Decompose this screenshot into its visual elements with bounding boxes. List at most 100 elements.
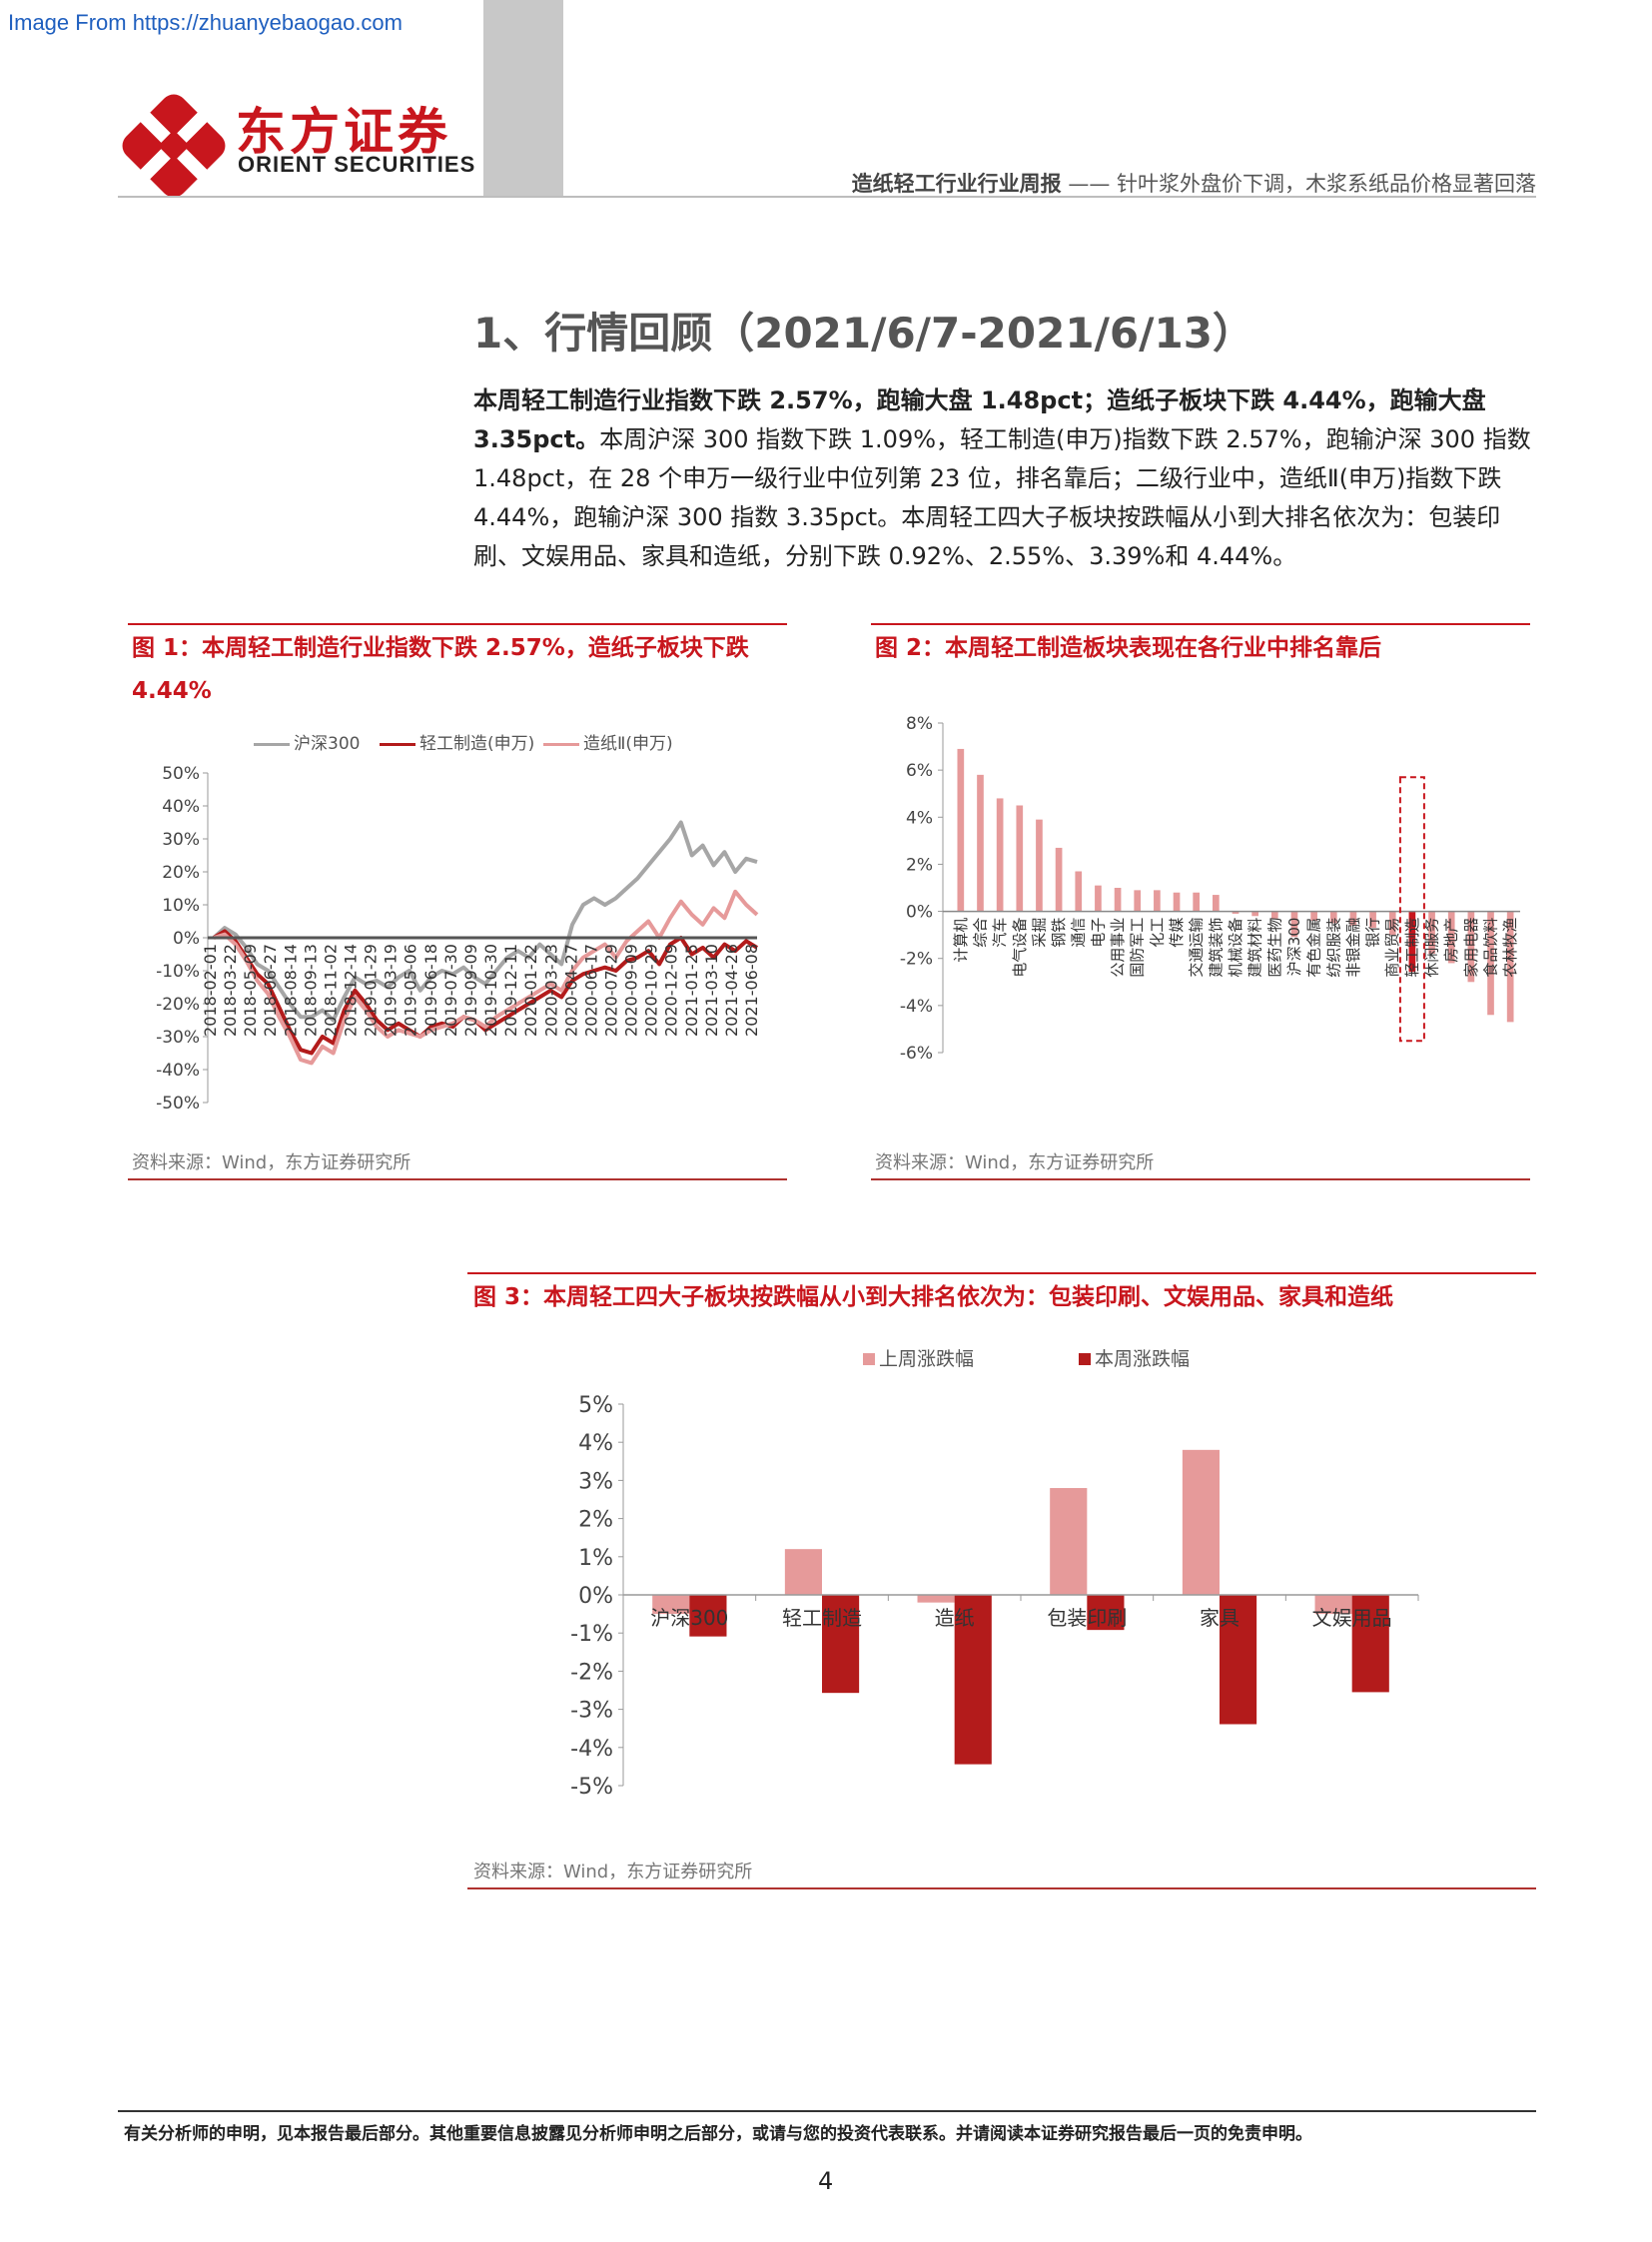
- fig2-bar: [1467, 911, 1475, 983]
- header-dash: ——: [1068, 172, 1111, 196]
- fig1-x-tick-label: 2019-07-30: [441, 944, 460, 1037]
- fig1-y-tick-label: -10%: [156, 962, 200, 982]
- fig2-bar: [1408, 911, 1416, 973]
- fig2-x-tick-label: 房地产: [1442, 918, 1460, 963]
- fig2-y-tick-label: -6%: [900, 1044, 933, 1064]
- fig1-x-tick-label: 2020-03-23: [541, 944, 560, 1037]
- fig2-x-tick-label: 综合: [971, 918, 989, 948]
- fig1-x-tick-label: 2019-10-30: [481, 944, 500, 1037]
- fig2-x-tick-label: 采掘: [1030, 918, 1048, 948]
- fig1-x-tick-label: 2018-12-14: [342, 944, 361, 1037]
- report-subtitle: 针叶浆外盘价下调，木浆系纸品价格显著回落: [1117, 172, 1536, 196]
- fig2-x-tick-label: 轻工制造: [1403, 918, 1421, 978]
- fig1-x-tick-label: 2018-06-27: [261, 944, 280, 1037]
- fig2-bar: [1349, 911, 1357, 926]
- fig3-bar-1: [954, 1595, 992, 1765]
- fig2-y-tick-label: -2%: [900, 950, 933, 970]
- fig3-x-tick-label: 家具: [1200, 1606, 1239, 1630]
- fig1-y-tick-label: -30%: [156, 1028, 200, 1048]
- fig2-y-tick-label: 6%: [906, 761, 933, 781]
- fig3-legend-item-0: 上周涨跌幅: [863, 1344, 974, 1371]
- fig2-source: 资料来源：Wind，东方证券研究所: [875, 1152, 1155, 1173]
- fig3-legend-item-1: 本周涨跌幅: [1079, 1344, 1190, 1371]
- fig2-bar: [1506, 911, 1514, 1023]
- fig2-x-tick-label: 有色金属: [1305, 918, 1323, 978]
- fig2-bar: [1213, 895, 1220, 912]
- fig2-bar: [1310, 911, 1317, 921]
- fig1-title: 图 1：本周轻工制造行业指数下跌 2.57%，造纸子板块下跌 4.44%: [132, 635, 749, 704]
- fig3-top-rule: [467, 1272, 1536, 1274]
- fig1-y-tick-label: 50%: [162, 764, 200, 784]
- fig1-x-tick-label: 2019-05-06: [402, 944, 420, 1037]
- fig1-x-tick-label: 2018-09-13: [301, 944, 320, 1037]
- fig3-bar-0: [917, 1595, 955, 1603]
- fig2-title: 图 2：本周轻工制造板块表现在各行业中排名靠后: [875, 635, 1382, 661]
- fig3-y-tick-label: 3%: [578, 1469, 613, 1494]
- fig1-series-line-0: [212, 820, 758, 1023]
- fig2-bar: [1075, 871, 1083, 912]
- fig2-x-tick-label: 电子: [1089, 918, 1107, 948]
- fig1-y-tick-label: 10%: [162, 896, 200, 916]
- fig1-x-tick-label: 2019-12-11: [501, 944, 520, 1037]
- fig1-x-tick-label: 2020-09-09: [622, 944, 641, 1037]
- fig2-x-tick-label: 家用电器: [1462, 918, 1480, 978]
- brand-name-cn: 东方证券: [236, 103, 451, 161]
- fig2-bar: [996, 798, 1004, 912]
- fig3-bar-1: [822, 1595, 860, 1694]
- fig3-y-tick-label: -5%: [570, 1775, 613, 1800]
- fig2-y-tick-label: 4%: [906, 808, 933, 828]
- fig3-bottom-rule: [467, 1887, 1536, 1889]
- fig3-y-tick-label: 5%: [578, 1393, 613, 1418]
- fig3-x-tick-label: 沪深300: [650, 1606, 728, 1630]
- fig2-x-tick-label: 通信: [1070, 918, 1088, 948]
- fig1-x-tick-label: 2019-03-19: [382, 944, 401, 1037]
- fig2-x-tick-label: 传媒: [1168, 918, 1186, 948]
- fig2-x-tick-label: 农林牧渔: [1501, 918, 1519, 978]
- fig3-x-tick-label: 轻工制造: [782, 1606, 862, 1630]
- fig1-x-tick-label: 2018-08-14: [281, 944, 300, 1037]
- fig3-y-tick-label: -2%: [570, 1660, 613, 1685]
- fig3-bar-0: [652, 1595, 690, 1615]
- fig2-highlight-box: [1398, 776, 1425, 1043]
- fig2-x-tick-label: 医药生物: [1265, 918, 1283, 978]
- fig2-bar: [1290, 911, 1298, 938]
- fig3-y-tick-label: 0%: [578, 1584, 613, 1609]
- fig3-y-tick-label: -1%: [570, 1622, 613, 1647]
- fig2-bottom-rule: [871, 1178, 1530, 1180]
- fig2-y-tick-label: 2%: [906, 855, 933, 875]
- footer-divider: [118, 2110, 1536, 2112]
- fig2-bar-chart: 8% 6% 4% 2% 0% -2% -4% -6% 计算机 综合 汽车 电气设备 采掘 钢铁 通信 电子 公用…: [900, 714, 1520, 1064]
- fig2-bar: [1173, 892, 1181, 912]
- fig1-x-tick-label: 2018-03-22: [221, 944, 240, 1037]
- fig1-x-tick-label: 2021-03-10: [702, 944, 721, 1037]
- fig1-top-rule: [128, 623, 787, 625]
- report-name: 造纸轻工行业行业周报: [851, 172, 1062, 196]
- fig2-bar: [1428, 911, 1435, 954]
- fig3-bar-0: [1314, 1595, 1352, 1615]
- fig2-x-tick-label: 机械设备: [1227, 918, 1244, 978]
- fig2-x-tick-label: 沪深300: [1285, 918, 1303, 977]
- fig3-title: 图 3：本周轻工四大子板块按跌幅从小到大排名依次为：包装印刷、文娱用品、家具和造…: [473, 1284, 1394, 1310]
- fig2-x-tick-label: 钢铁: [1050, 918, 1068, 948]
- fig3-bar-0: [784, 1549, 822, 1595]
- page-number: 4: [818, 2167, 834, 2195]
- fig2-bar: [1369, 911, 1376, 929]
- fig2-x-tick-label: 食品饮料: [1482, 918, 1500, 978]
- watermark-text: Image From https://zhuanyebaogao.com: [8, 10, 403, 35]
- brand-name-en: ORIENT SECURITIES: [238, 152, 476, 177]
- fig2-x-tick-label: 建筑装饰: [1207, 918, 1225, 978]
- fig1-x-tick-label: 2019-06-18: [421, 944, 440, 1037]
- fig2-x-tick-label: 公用事业: [1109, 918, 1127, 978]
- intro-paragraph: 本周轻工制造行业指数下跌 2.57%，跑输大盘 1.48pct；造纸子板块下跌 …: [473, 381, 1532, 576]
- fig2-y-tick-label: -4%: [900, 997, 933, 1017]
- orient-logo-icon: [122, 94, 226, 198]
- fig3-y-tick-label: 2%: [578, 1508, 613, 1533]
- fig1-x-tick-label: 2018-05-09: [241, 944, 260, 1037]
- report-header-title: 造纸轻工行业行业周报 —— 针叶浆外盘价下调，木浆系纸品价格显著回落: [852, 168, 1536, 198]
- fig1-y-tick-label: 30%: [162, 830, 200, 850]
- fig2-bar: [977, 774, 984, 912]
- fig1-x-tick-label: 2020-12-09: [662, 944, 681, 1037]
- fig1-x-tick-label: 2021-01-25: [682, 944, 701, 1037]
- fig1-x-tick-label: 2020-07-29: [601, 944, 620, 1037]
- fig1-y-tick-label: -50%: [156, 1094, 200, 1114]
